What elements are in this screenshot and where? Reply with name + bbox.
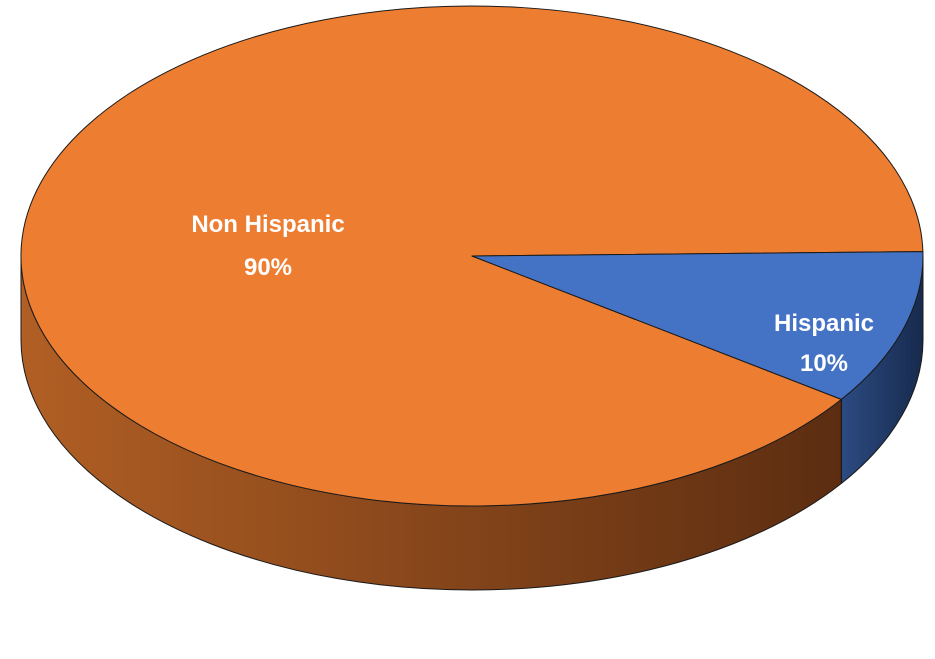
data-label-percent-non-hispanic: 90% — [244, 254, 292, 281]
data-label-name-hispanic: Hispanic — [774, 310, 874, 337]
data-labels: Non Hispanic 90% Hispanic 10% — [191, 211, 874, 377]
data-label-name-non-hispanic: Non Hispanic — [191, 211, 344, 238]
data-label-percent-hispanic: 10% — [800, 350, 848, 377]
pie-slice-hispanic — [471, 251, 924, 400]
pie-tops — [20, 5, 924, 507]
